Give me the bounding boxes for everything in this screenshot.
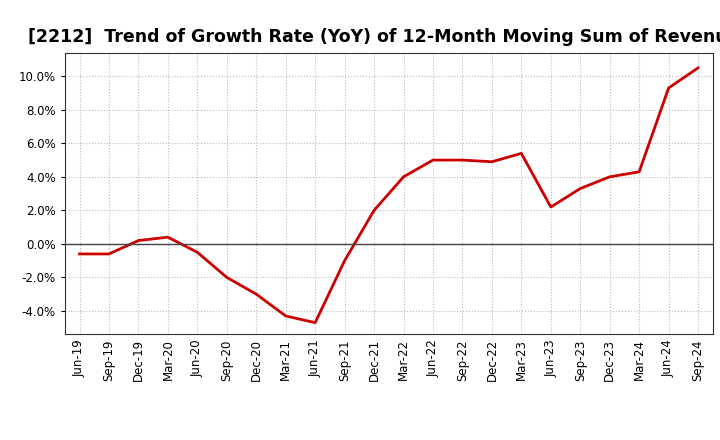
Title: [2212]  Trend of Growth Rate (YoY) of 12-Month Moving Sum of Revenues: [2212] Trend of Growth Rate (YoY) of 12-… — [28, 28, 720, 46]
